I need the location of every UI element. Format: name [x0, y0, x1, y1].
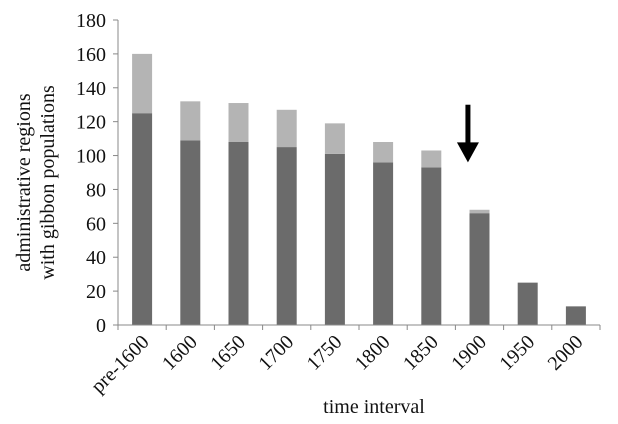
bar-lower-segment [132, 113, 153, 325]
bar-upper-segment [180, 101, 201, 141]
y-tick-label: 60 [86, 213, 106, 235]
bar-lower-segment [517, 282, 538, 325]
bar-lower-segment [565, 306, 586, 325]
bars-layer [132, 53, 586, 325]
x-tick-label: pre-1600 [87, 331, 154, 398]
bar-lower-segment [373, 162, 394, 325]
y-ticks: 0 20 40 60 80 100 120 140 160 180 [76, 10, 118, 337]
bar-lower-segment [421, 167, 442, 325]
bar-lower-segment [324, 153, 345, 325]
x-tick-label: 1750 [303, 331, 347, 375]
y-axis-title-line-1: administrative regions [13, 93, 35, 272]
bar-upper-segment [228, 103, 249, 142]
x-tick-label: 1600 [158, 331, 202, 375]
bar-lower-segment [276, 147, 297, 325]
x-tick-label: 1950 [495, 331, 539, 375]
y-tick-label: 0 [96, 315, 106, 337]
y-tick-label: 160 [76, 44, 106, 66]
y-tick-label: 140 [76, 78, 106, 100]
x-tick-label: 1700 [254, 331, 298, 375]
y-tick-label: 100 [76, 146, 106, 168]
bar-lower-segment [228, 142, 249, 325]
x-tick-label: 1900 [447, 331, 491, 375]
bar-upper-segment [469, 209, 490, 214]
x-ticks: pre-1600 1600 1650 1700 1750 1800 1850 1900 1950… [87, 325, 601, 398]
annotation-layer [456, 104, 479, 163]
arrow-head [456, 142, 479, 163]
x-tick-label: 1850 [399, 331, 443, 375]
bar-upper-segment [276, 109, 297, 148]
bar-upper-segment [132, 53, 153, 114]
y-axis-title-line-2: with gibbon populations [37, 85, 59, 280]
y-tick-label: 120 [76, 112, 106, 134]
y-tick-label: 20 [86, 281, 106, 303]
bar-lower-segment [469, 213, 490, 325]
bar-upper-segment [324, 123, 345, 154]
y-tick-label: 40 [86, 247, 106, 269]
x-tick-label: 1800 [351, 331, 395, 375]
x-tick-label: 2000 [544, 331, 588, 375]
bar-upper-segment [421, 150, 442, 168]
x-tick-label: 1650 [206, 331, 250, 375]
x-axis-title: time interval [323, 396, 425, 418]
y-tick-label: 80 [86, 179, 106, 201]
y-tick-label: 180 [76, 10, 106, 32]
bar-upper-segment [373, 142, 394, 163]
bar-lower-segment [180, 140, 201, 325]
